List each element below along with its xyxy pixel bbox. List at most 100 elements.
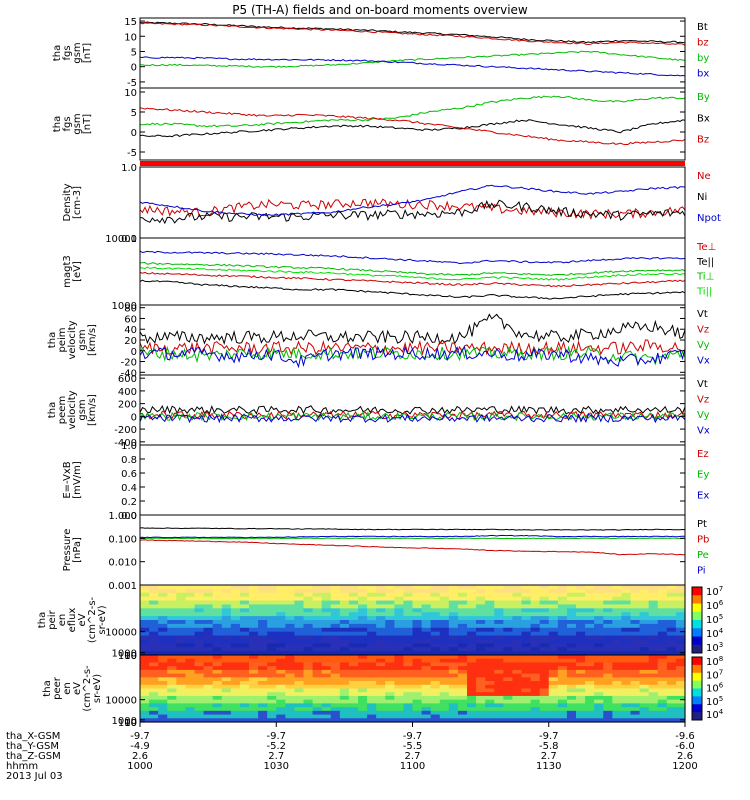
heatmap-cell: [612, 703, 623, 708]
heatmap-cell: [467, 666, 477, 671]
heatmap-cell: [612, 695, 623, 701]
heatmap-cell: [585, 616, 595, 621]
heatmap-cell: [176, 714, 187, 719]
heatmap-cell: [267, 710, 277, 716]
y-axis-label-line: [nT]: [82, 114, 93, 134]
heatmap-cell: [512, 662, 523, 667]
heatmap-cell: [603, 707, 613, 712]
heatmap-cell: [376, 635, 386, 641]
heatmap-cell: [585, 647, 595, 652]
heatmap-cell: [412, 616, 423, 621]
heatmap-cell: [657, 677, 668, 682]
heatmap-cell: [503, 592, 514, 598]
heatmap-cell: [312, 612, 323, 617]
heatmap-cell: [557, 695, 568, 701]
heatmap-cell: [258, 692, 268, 697]
heatmap-cell: [330, 692, 341, 697]
series-line-Pe: [139, 537, 686, 540]
heatmap-cell: [258, 588, 268, 594]
heatmap-cell: [494, 673, 504, 678]
heatmap-cell: [439, 666, 450, 671]
heatmap-cell: [267, 604, 277, 609]
heatmap-cell: [176, 588, 187, 594]
heatmap-cell: [548, 718, 559, 723]
heatmap-cell: [267, 718, 277, 723]
heatmap-cell: [367, 604, 377, 609]
heatmap-cell: [212, 592, 223, 598]
heatmap-cell: [594, 616, 604, 621]
heatmap-cell: [249, 612, 259, 617]
heatmap-cell: [548, 703, 559, 708]
heatmap-cell: [212, 647, 223, 652]
heatmap-cell: [657, 699, 668, 704]
heatmap-cell: [448, 677, 459, 682]
heatmap-cell: [167, 692, 177, 697]
heatmap-cell: [312, 673, 323, 678]
heatmap-cell: [258, 662, 268, 667]
heatmap-cell: [675, 651, 686, 656]
heatmap-cell: [367, 714, 377, 719]
heatmap-cell: [221, 692, 232, 697]
heatmap-cell: [585, 714, 595, 719]
heatmap-cell: [557, 612, 568, 617]
heatmap-cell: [539, 707, 550, 712]
heatmap-cell: [385, 585, 395, 590]
heatmap-cell: [657, 651, 668, 656]
heatmap-cell: [303, 596, 314, 602]
heatmap-cell: [221, 639, 232, 644]
heatmap-cell: [385, 684, 395, 690]
y-axis-label-line: tha: [37, 612, 48, 628]
heatmap-cell: [158, 585, 168, 590]
heatmap-cell: [439, 710, 450, 716]
heatmap-cell: [285, 643, 296, 648]
heatmap-cell: [303, 616, 314, 621]
heatmap-cell: [348, 604, 359, 609]
heatmap-cell: [494, 616, 504, 621]
heatmap-cell: [476, 710, 486, 716]
heatmap-cell: [230, 658, 241, 664]
heatmap-cell: [603, 604, 613, 609]
heatmap-cell: [367, 677, 377, 682]
heatmap-cell: [467, 627, 477, 633]
heatmap-cell: [339, 631, 350, 637]
heatmap-cell: [321, 600, 332, 606]
heatmap-cell: [394, 612, 405, 617]
heatmap-cell: [267, 677, 277, 682]
y-axis-label-line: peer: [52, 676, 63, 700]
heatmap-cell: [176, 666, 187, 671]
heatmap-cell: [648, 703, 659, 708]
heatmap-cell: [530, 658, 541, 664]
heatmap-cell: [503, 714, 514, 719]
heatmap-cell: [457, 585, 468, 590]
heatmap-cell: [576, 673, 586, 678]
heatmap-cell: [467, 673, 477, 678]
heatmap-cell: [485, 718, 495, 723]
heatmap-cell: [512, 669, 523, 675]
heatmap-cell: [348, 592, 359, 598]
heatmap-cell: [376, 658, 386, 664]
heatmap-cell: [439, 631, 450, 637]
heatmap-cell: [421, 677, 432, 682]
heatmap-cell: [521, 688, 532, 693]
heatmap-cell: [330, 643, 341, 648]
heatmap-cell: [603, 623, 613, 629]
heatmap-cell: [203, 684, 214, 690]
heatmap-cell: [239, 608, 250, 613]
heatmap-cell: [394, 600, 405, 606]
y-axis-label-line: gsm: [72, 42, 83, 63]
heatmap-cell: [203, 600, 214, 606]
heatmap-cell: [312, 655, 323, 660]
heatmap-cell: [675, 596, 686, 602]
heatmap-cell: [221, 669, 232, 675]
heatmap-cell: [358, 658, 368, 664]
heatmap-cell: [594, 688, 604, 693]
y-axis-label-line: E=-VxB: [62, 461, 73, 498]
heatmap-cell: [239, 703, 250, 708]
heatmap-cell: [639, 608, 650, 613]
heatmap-cell: [448, 718, 459, 723]
heatmap-cell: [158, 592, 168, 598]
heatmap-cell: [230, 643, 241, 648]
heatmap-cell: [412, 703, 423, 708]
heatmap-cell: [321, 710, 332, 716]
